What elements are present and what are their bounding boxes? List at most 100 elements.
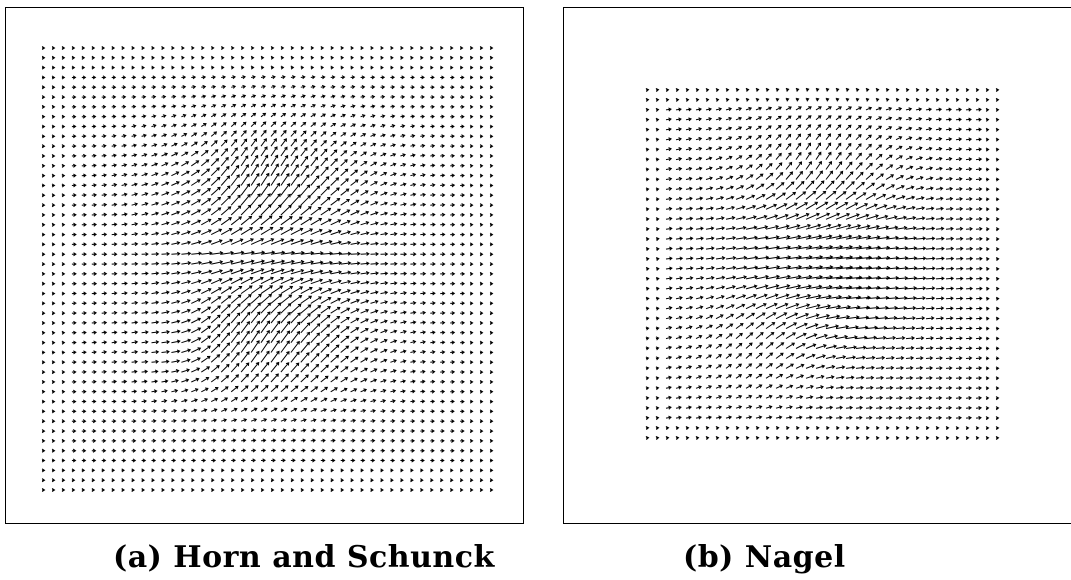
flow-arrow xyxy=(151,94,157,99)
flow-arrow xyxy=(765,274,780,280)
flow-arrow xyxy=(211,448,217,453)
flow-arrow xyxy=(270,193,281,206)
flow-arrow xyxy=(410,65,414,70)
flow-arrow xyxy=(775,125,782,131)
flow-arrow xyxy=(201,188,211,196)
flow-arrow xyxy=(280,320,291,334)
flow-arrow xyxy=(181,210,191,216)
flow-arrow xyxy=(360,280,370,285)
flow-arrow xyxy=(985,177,990,182)
flow-arrow xyxy=(985,286,990,291)
flow-arrow xyxy=(945,316,954,321)
flow-arrow xyxy=(479,478,484,483)
flow-arrow xyxy=(171,55,175,60)
flow-arrow xyxy=(955,386,963,391)
flow-arrow xyxy=(191,229,202,236)
flow-arrow xyxy=(270,268,285,275)
flow-arrow xyxy=(400,212,407,217)
flow-arrow xyxy=(835,212,851,220)
flow-arrow xyxy=(61,144,66,149)
flow-arrow xyxy=(360,133,367,137)
flow-arrow xyxy=(380,55,384,60)
flow-arrow xyxy=(220,313,231,324)
flow-arrow xyxy=(685,146,693,151)
flow-arrow xyxy=(240,418,248,422)
flow-arrow xyxy=(390,65,394,70)
flow-arrow xyxy=(995,217,1000,222)
flow-arrow xyxy=(121,330,128,335)
flow-arrow xyxy=(400,124,406,129)
flow-arrow xyxy=(705,314,714,320)
flow-arrow xyxy=(400,329,407,334)
flow-arrow xyxy=(380,171,388,177)
flow-arrow xyxy=(645,87,650,92)
flow-arrow xyxy=(410,359,417,364)
flow-arrow xyxy=(181,94,187,99)
flow-arrow xyxy=(430,438,435,443)
flow-arrow xyxy=(765,373,773,379)
flow-arrow xyxy=(41,370,46,375)
flow-arrow xyxy=(290,138,297,147)
flow-arrow xyxy=(320,113,326,118)
flow-arrow xyxy=(440,301,446,306)
flow-arrow xyxy=(915,236,927,241)
flow-arrow xyxy=(390,94,396,99)
flow-arrow xyxy=(161,85,167,90)
flow-arrow xyxy=(440,487,444,493)
flow-arrow xyxy=(360,45,365,51)
flow-arrow xyxy=(865,153,873,160)
flow-arrow xyxy=(101,419,107,424)
flow-arrow xyxy=(51,271,56,276)
flow-arrow xyxy=(181,358,191,363)
flow-arrow xyxy=(350,169,359,177)
flow-arrow xyxy=(201,478,205,483)
flow-arrow xyxy=(231,75,236,80)
flow-arrow xyxy=(995,167,1000,172)
flow-arrow xyxy=(915,87,920,92)
flow-arrow xyxy=(300,438,307,443)
flow-arrow xyxy=(151,290,160,295)
flow-arrow xyxy=(765,224,780,230)
flow-arrow xyxy=(645,207,650,212)
flow-arrow xyxy=(51,448,56,453)
flow-arrow xyxy=(725,226,736,230)
flow-arrow xyxy=(360,299,370,304)
flow-arrow xyxy=(469,104,474,109)
flow-arrow xyxy=(440,428,445,434)
flow-arrow xyxy=(141,241,149,246)
flow-arrow xyxy=(745,405,753,409)
flow-arrow xyxy=(111,252,118,257)
flow-arrow xyxy=(489,487,494,493)
flow-arrow xyxy=(340,240,352,245)
flow-arrow xyxy=(260,320,271,334)
flow-arrow xyxy=(230,321,241,334)
flow-arrow xyxy=(450,448,455,453)
flow-arrow xyxy=(785,374,794,379)
flow-arrow xyxy=(290,478,295,483)
flow-arrow xyxy=(745,126,752,131)
flow-arrow xyxy=(460,232,465,237)
flow-arrow xyxy=(945,306,954,311)
flow-arrow xyxy=(975,246,983,251)
flow-arrow xyxy=(795,405,803,410)
flow-arrow xyxy=(705,136,713,141)
flow-arrow xyxy=(785,161,793,170)
flow-arrow xyxy=(161,271,170,276)
flow-arrow xyxy=(220,55,225,60)
flow-arrow xyxy=(121,192,128,197)
flow-arrow xyxy=(705,176,713,181)
flow-arrow xyxy=(151,114,157,119)
flow-arrow xyxy=(675,375,682,380)
flow-arrow xyxy=(191,388,199,393)
flow-arrow xyxy=(350,85,356,90)
flow-arrow xyxy=(925,127,933,132)
flow-arrow xyxy=(191,219,202,226)
flow-arrow xyxy=(340,298,351,304)
flow-arrow xyxy=(380,329,388,334)
flow-arrow xyxy=(151,251,160,257)
flow-arrow xyxy=(310,239,324,245)
flow-arrow xyxy=(250,154,259,167)
flow-arrow xyxy=(161,399,168,404)
flow-arrow xyxy=(985,396,990,401)
flow-arrow xyxy=(489,409,494,414)
